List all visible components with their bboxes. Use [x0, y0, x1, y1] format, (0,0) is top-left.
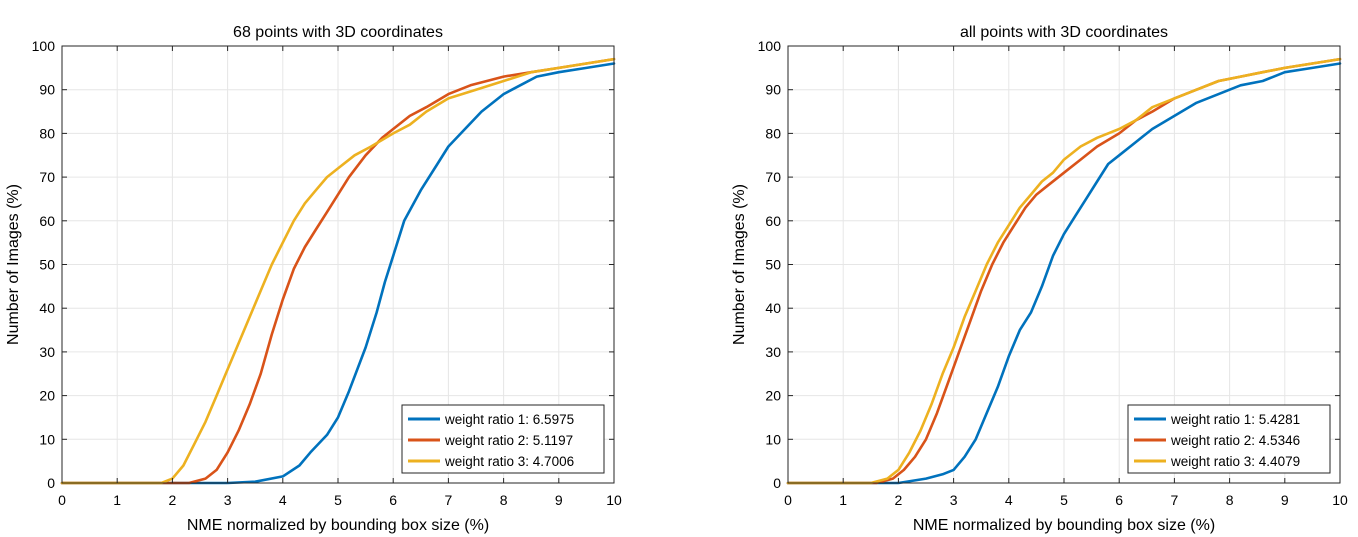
legend: weight ratio 1: 6.5975 weight ratio 2: 5.… — [401, 404, 605, 474]
legend-entry-1: weight ratio 1: 6.5975 — [444, 412, 574, 427]
x-tick-label: 3 — [224, 492, 232, 508]
y-tick-label: 0 — [773, 475, 781, 491]
x-tick-label: 6 — [389, 492, 397, 508]
x-tick-label: 9 — [555, 492, 563, 508]
y-tick-label: 90 — [765, 82, 781, 98]
y-tick-label: 70 — [765, 169, 781, 185]
y-axis-label: Number of Images (%) — [5, 184, 22, 345]
x-tick-label: 7 — [445, 492, 453, 508]
x-tick-label: 3 — [950, 492, 958, 508]
x-tick-label: 0 — [784, 492, 792, 508]
y-tick-label: 50 — [39, 257, 55, 273]
x-tick-label: 2 — [895, 492, 903, 508]
x-tick-label: 10 — [606, 492, 622, 508]
x-axis-label: NME normalized by bounding box size (%) — [913, 517, 1215, 534]
chart-title: 68 points with 3D coordinates — [233, 24, 443, 41]
legend: weight ratio 1: 5.4281 weight ratio 2: 4.… — [1127, 404, 1331, 474]
legend-entry-2: weight ratio 2: 4.5346 — [1170, 433, 1300, 448]
x-tick-label: 4 — [279, 492, 287, 508]
x-tick-label: 1 — [113, 492, 121, 508]
legend-entry-3: weight ratio 3: 4.4079 — [1170, 454, 1300, 469]
y-tick-label: 0 — [47, 475, 55, 491]
x-tick-label: 7 — [1171, 492, 1179, 508]
y-tick-label: 10 — [39, 431, 55, 447]
series-line-3 — [60, 57, 616, 485]
y-tick-label: 80 — [39, 125, 55, 141]
x-tick-label: 9 — [1281, 492, 1289, 508]
legend-entry-2: weight ratio 2: 5.1197 — [444, 433, 573, 448]
series-line-1 — [60, 62, 616, 485]
x-tick-label: 4 — [1005, 492, 1013, 508]
x-axis-label: NME normalized by bounding box size (%) — [187, 517, 489, 534]
legend-entry-3: weight ratio 3: 4.7006 — [444, 454, 574, 469]
x-tick-label: 6 — [1115, 492, 1123, 508]
y-tick-label: 60 — [39, 213, 55, 229]
x-tick-label: 1 — [839, 492, 847, 508]
x-tick-label: 8 — [500, 492, 508, 508]
y-tick-label: 80 — [765, 125, 781, 141]
y-tick-label: 20 — [39, 388, 55, 404]
y-tick-label: 40 — [39, 300, 55, 316]
series-line-2 — [60, 57, 616, 485]
x-tick-label: 10 — [1332, 492, 1348, 508]
y-tick-label: 10 — [765, 431, 781, 447]
y-tick-label: 20 — [765, 388, 781, 404]
y-tick-label: 90 — [39, 82, 55, 98]
x-tick-label: 8 — [1226, 492, 1234, 508]
x-tick-label: 5 — [1060, 492, 1068, 508]
x-tick-label: 5 — [334, 492, 342, 508]
y-tick-label: 100 — [758, 38, 782, 54]
y-tick-label: 40 — [765, 300, 781, 316]
legend-entry-1: weight ratio 1: 5.4281 — [1170, 412, 1300, 427]
x-tick-label: 0 — [58, 492, 66, 508]
x-tick-label: 2 — [169, 492, 177, 508]
y-axis-label: Number of Images (%) — [731, 184, 748, 345]
y-tick-label: 50 — [765, 257, 781, 273]
series-line-3 — [786, 57, 1342, 485]
y-tick-label: 60 — [765, 213, 781, 229]
chart-title: all points with 3D coordinates — [960, 24, 1168, 41]
series-line-1 — [786, 62, 1342, 485]
y-tick-label: 70 — [39, 169, 55, 185]
y-tick-label: 30 — [765, 344, 781, 360]
y-tick-label: 30 — [39, 344, 55, 360]
y-tick-label: 100 — [32, 38, 56, 54]
